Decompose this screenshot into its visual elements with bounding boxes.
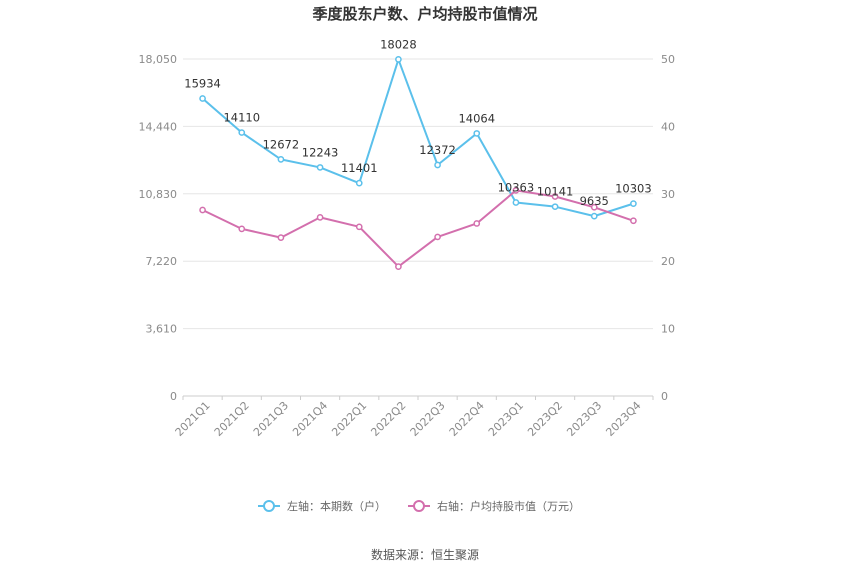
data-label: 10141 — [537, 185, 574, 199]
x-axis-tick-label: 2023Q2 — [525, 399, 565, 439]
data-point[interactable] — [277, 156, 285, 163]
data-point[interactable] — [551, 193, 559, 200]
grid-lines — [183, 58, 653, 330]
x-axis-tick-label: 2021Q2 — [212, 399, 252, 439]
legend[interactable]: 左轴：本期数（户） 右轴：户均持股市值（万元） — [258, 499, 580, 513]
x-axis-tick-label: 2021Q1 — [173, 399, 213, 439]
legend-label: 右轴：户均持股市值（万元） — [437, 499, 580, 513]
legend-item-avg-value[interactable]: 右轴：户均持股市值（万元） — [408, 499, 580, 513]
left-axis-tick: 10,830 — [139, 188, 178, 201]
data-point[interactable] — [473, 220, 481, 227]
data-point[interactable] — [395, 263, 402, 270]
data-point[interactable] — [473, 130, 481, 137]
data-point[interactable] — [316, 164, 324, 171]
right-axis-tick: 40 — [661, 120, 675, 133]
data-point[interactable] — [434, 233, 441, 241]
legend-item-holders[interactable]: 左轴：本期数（户） — [258, 499, 386, 513]
data-label: 11401 — [341, 161, 378, 175]
series-line-avg-value — [202, 189, 634, 268]
data-point[interactable] — [277, 234, 285, 241]
x-axis-tick-label: 2022Q4 — [447, 399, 487, 439]
left-axis-tick: 0 — [170, 390, 177, 403]
x-axis-tick-label: 2023Q4 — [603, 399, 643, 439]
x-axis-tick-label: 2021Q4 — [290, 399, 330, 439]
left-axis-tick: 18,050 — [139, 53, 178, 66]
data-label: 10363 — [498, 181, 535, 195]
data-label: 14110 — [223, 111, 260, 125]
data-point[interactable] — [630, 200, 637, 207]
series-line-holders — [201, 58, 634, 218]
data-label: 10303 — [615, 182, 652, 196]
data-point[interactable] — [434, 161, 441, 169]
data-point[interactable] — [590, 203, 598, 211]
right-axis-tick: 20 — [661, 255, 675, 268]
data-point[interactable] — [590, 212, 598, 220]
data-point[interactable] — [199, 206, 206, 214]
data-label: 12243 — [302, 145, 339, 159]
left-axis-tick: 7,220 — [146, 255, 178, 268]
data-source: 数据来源：恒生聚源 — [371, 547, 479, 562]
right-axis-tick: 10 — [661, 323, 675, 336]
data-point[interactable] — [395, 56, 402, 63]
data-label: 18028 — [380, 37, 417, 51]
left-axis-tick: 14,440 — [139, 120, 178, 133]
legend-marker-icon — [263, 500, 275, 512]
data-point[interactable] — [355, 223, 363, 231]
data-label: 12372 — [419, 143, 456, 157]
right-axis-tick: 30 — [661, 188, 675, 201]
data-point[interactable] — [199, 95, 206, 102]
data-label: 9635 — [580, 194, 609, 208]
axes: 0 3,610 7,220 10,830 14,440 18,050 0 10 20 30 40 50… — [139, 53, 676, 439]
chart-title: 季度股东户数、户均持股市值情况 — [312, 5, 537, 23]
data-point[interactable] — [355, 179, 363, 187]
data-point[interactable] — [238, 225, 246, 233]
data-point[interactable] — [551, 203, 559, 211]
x-axis-tick-label: 2023Q3 — [564, 399, 604, 439]
data-label: 14064 — [458, 111, 495, 125]
right-axis-tick: 50 — [661, 53, 675, 66]
legend-label: 左轴：本期数（户） — [287, 499, 386, 513]
data-point[interactable] — [316, 214, 324, 221]
data-point[interactable] — [630, 217, 637, 225]
x-axis-tick-label: 2022Q1 — [329, 399, 369, 439]
data-label: 12672 — [263, 137, 300, 151]
x-axis-tick-label: 2023Q1 — [486, 399, 526, 439]
left-axis-tick: 3,610 — [146, 323, 178, 336]
data-point[interactable] — [238, 129, 246, 136]
legend-marker-icon — [413, 500, 425, 512]
series-layer — [199, 56, 637, 270]
right-axis-tick: 0 — [661, 390, 668, 403]
data-point[interactable] — [512, 187, 520, 194]
x-axis-tick-label: 2022Q2 — [368, 399, 408, 439]
data-point[interactable] — [512, 199, 520, 206]
x-axis-tick-label: 2021Q3 — [251, 399, 291, 439]
data-label: 15934 — [184, 77, 221, 91]
x-axis-tick-label: 2022Q3 — [408, 399, 448, 439]
